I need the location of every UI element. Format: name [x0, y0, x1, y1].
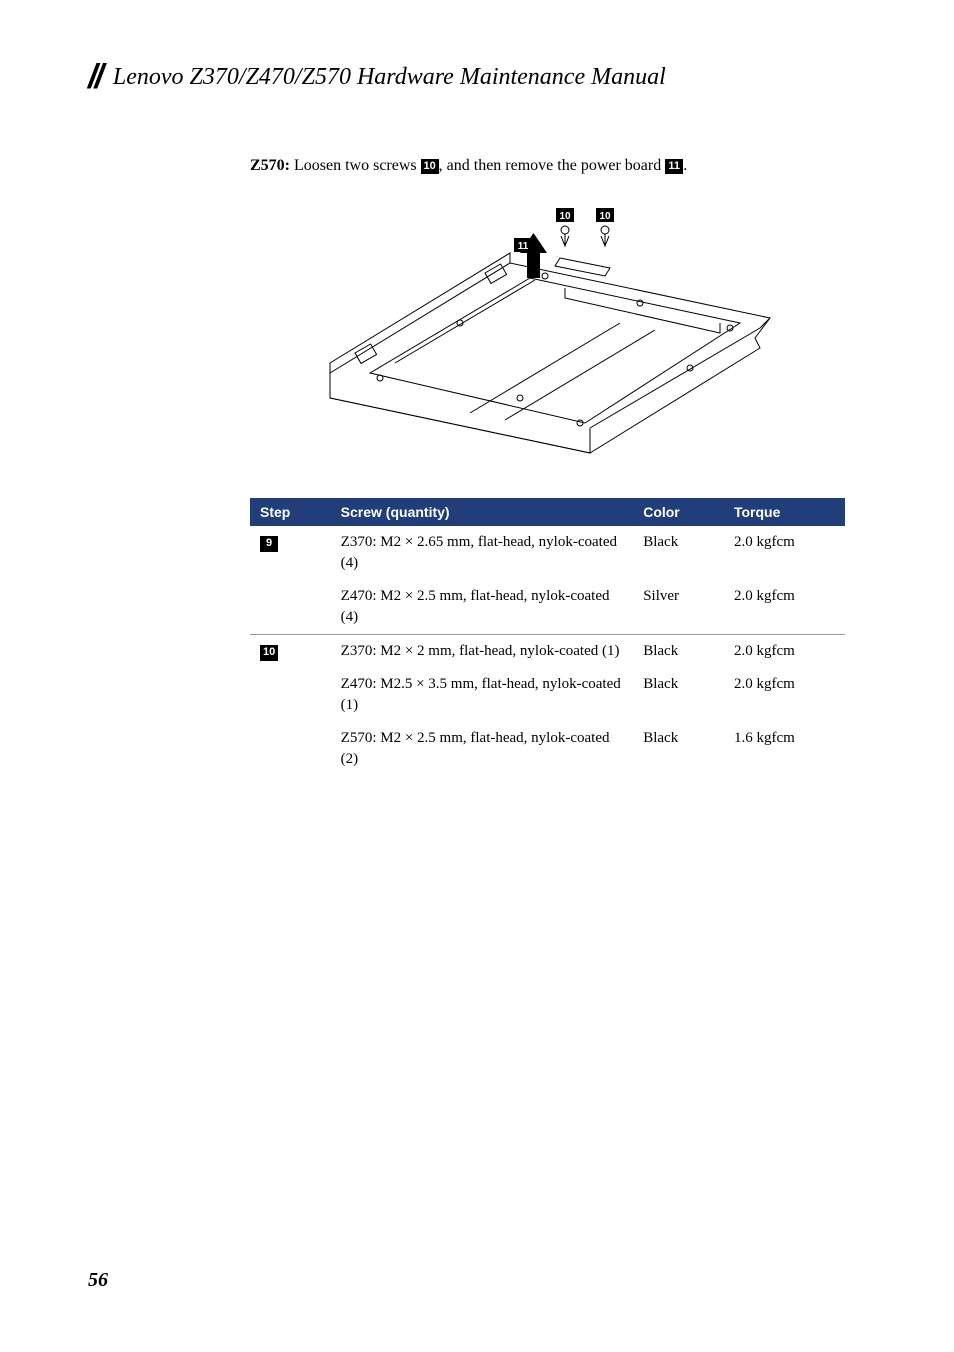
col-screw-header: Screw (quantity): [331, 498, 634, 526]
col-step-header: Step: [250, 498, 331, 526]
cell-screw: Z470: M2.5 × 3.5 mm, flat-head, nylok-co…: [331, 668, 634, 722]
cell-step: [250, 722, 331, 776]
cell-color: Black: [633, 635, 724, 669]
screw-table: Step Screw (quantity) Color Torque 9 Z370…: [250, 498, 845, 776]
table-row: 9 Z370: M2 × 2.65 mm, flat-head, nylok-co…: [250, 526, 845, 580]
table-row: 10 Z370: M2 × 2 mm, flat-head, nylok-coat…: [250, 635, 845, 669]
cell-color: Silver: [633, 580, 724, 635]
cell-screw: Z470: M2 × 2.5 mm, flat-head, nylok-coat…: [331, 580, 634, 635]
table-row: Z470: M2 × 2.5 mm, flat-head, nylok-coat…: [250, 580, 845, 635]
cell-screw: Z370: M2 × 2.65 mm, flat-head, nylok-coa…: [331, 526, 634, 580]
cell-torque: 2.0 kgfcm: [724, 580, 845, 635]
cell-step: 10: [250, 635, 331, 669]
page-number: 56: [88, 1269, 108, 1292]
exploded-diagram: 10 10 11: [250, 198, 844, 468]
cell-screw: Z570: M2 × 2.5 mm, flat-head, nylok-coat…: [331, 722, 634, 776]
cell-step: [250, 668, 331, 722]
model-prefix: Z570:: [250, 157, 290, 174]
cell-color: Black: [633, 668, 724, 722]
instruction-before: Loosen two screws: [290, 157, 421, 174]
content-area: Z570: Loosen two screws 10, and then rem…: [250, 154, 844, 776]
laptop-chassis-diagram-icon: 10 10 11: [260, 198, 830, 458]
manual-title: Lenovo Z370/Z470/Z570 Hardware Maintenan…: [113, 64, 666, 91]
cell-color: Black: [633, 722, 724, 776]
cell-step: 9: [250, 526, 331, 580]
table-row: Z470: M2.5 × 3.5 mm, flat-head, nylok-co…: [250, 668, 845, 722]
step-badge: 10: [260, 645, 278, 661]
table-header-row: Step Screw (quantity) Color Torque: [250, 498, 845, 526]
cell-torque: 1.6 kgfcm: [724, 722, 845, 776]
cell-color: Black: [633, 526, 724, 580]
cell-torque: 2.0 kgfcm: [724, 526, 845, 580]
diagram-badge: 11: [518, 241, 529, 252]
step-badge-inline: 11: [665, 159, 683, 174]
instruction-text: Z570: Loosen two screws 10, and then rem…: [250, 154, 844, 178]
diagram-badge: 10: [559, 211, 571, 222]
diagram-badge: 10: [599, 211, 611, 222]
cell-step: [250, 580, 331, 635]
step-badge: 9: [260, 536, 278, 552]
col-color-header: Color: [633, 498, 724, 526]
cell-torque: 2.0 kgfcm: [724, 668, 845, 722]
brand-logo-icon: //: [88, 58, 101, 97]
instruction-after: .: [683, 157, 687, 174]
step-badge-inline: 10: [421, 159, 439, 174]
cell-screw: Z370: M2 × 2 mm, flat-head, nylok-coated…: [331, 635, 634, 669]
col-torque-header: Torque: [724, 498, 845, 526]
table-row: Z570: M2 × 2.5 mm, flat-head, nylok-coat…: [250, 722, 845, 776]
cell-torque: 2.0 kgfcm: [724, 635, 845, 669]
page-header: // Lenovo Z370/Z470/Z570 Hardware Mainte…: [88, 58, 866, 97]
instruction-middle: , and then remove the power board: [439, 157, 666, 174]
